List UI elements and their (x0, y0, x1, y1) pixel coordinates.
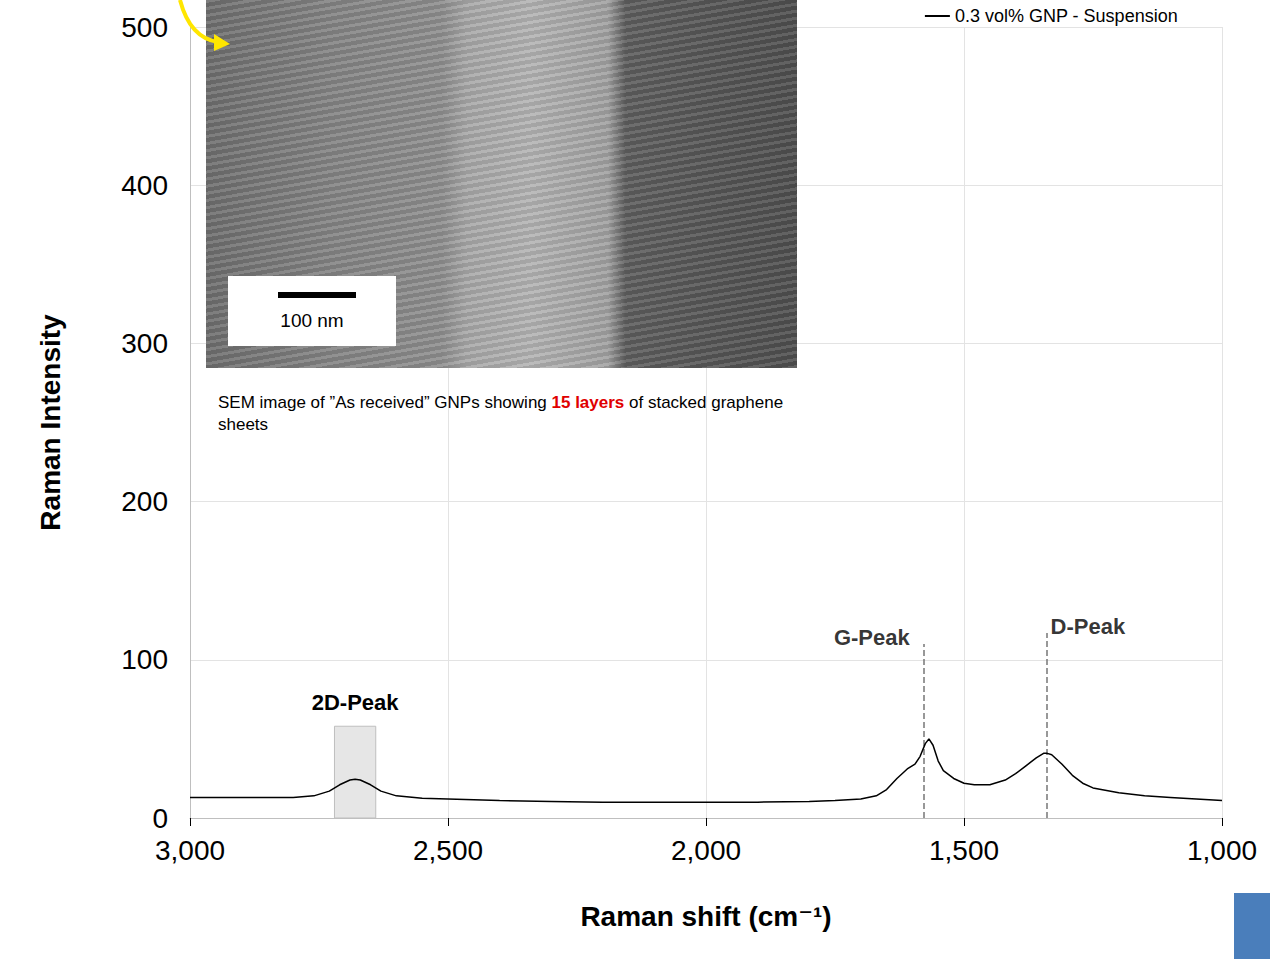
svg-text:2,000: 2,000 (671, 835, 741, 866)
svg-text:1,500: 1,500 (929, 835, 999, 866)
svg-text:2,500: 2,500 (413, 835, 483, 866)
svg-text:400: 400 (121, 170, 168, 201)
svg-text:200: 200 (121, 486, 168, 517)
svg-text:2D-Peak: 2D-Peak (312, 690, 400, 715)
svg-text:D-Peak: D-Peak (1051, 614, 1126, 639)
svg-text:G-Peak: G-Peak (834, 625, 911, 650)
html-text:SEM image of ”As received” GNP: SEM image of ”As received” GNPs showing … (218, 393, 784, 434)
svg-text:500: 500 (121, 12, 168, 43)
svg-text:0: 0 (152, 803, 168, 834)
svg-text:300: 300 (121, 328, 168, 359)
svg-text:Raman Intensity: Raman Intensity (35, 314, 66, 531)
svg-text:Raman shift (cm⁻¹): Raman shift (cm⁻¹) (580, 901, 831, 932)
html-text:100 nm: 100 nm (280, 310, 344, 331)
svg-text:3,000: 3,000 (155, 835, 225, 866)
svg-text:100: 100 (121, 644, 168, 675)
svg-text:1,000: 1,000 (1187, 835, 1257, 866)
svg-text:0.3 vol% GNP - Suspension: 0.3 vol% GNP - Suspension (955, 6, 1178, 26)
